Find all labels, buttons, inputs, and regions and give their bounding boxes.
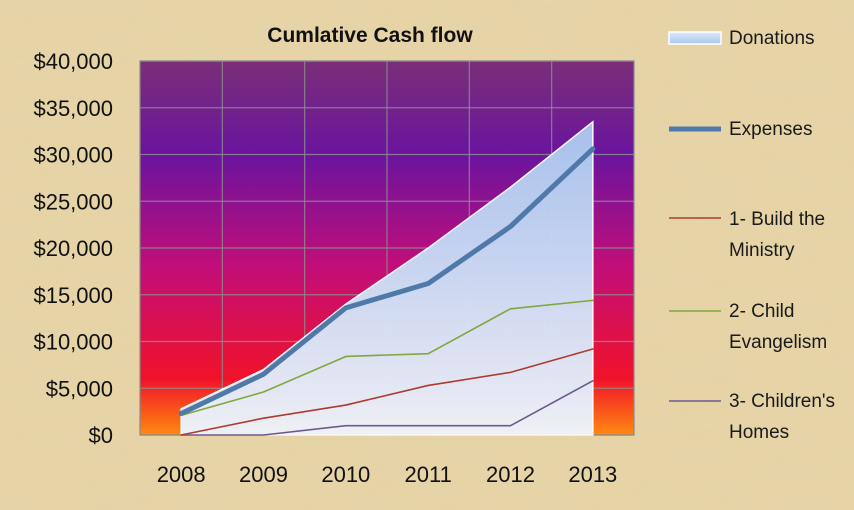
x-tick-label: 2013 [568,462,617,487]
y-tick-label: $35,000 [33,96,113,121]
series-line-1 [178,146,596,416]
x-tick-label: 2011 [405,462,452,487]
legend-label-expenses: Expenses [729,119,813,140]
y-tick-label: $30,000 [33,143,113,168]
legend-label-child-evangelism: 2- Child Evangelism [729,301,828,353]
y-tick-label: $5,000 [46,376,113,401]
series-line-4 [180,379,594,436]
series-lines [178,146,596,436]
x-tick-label: 2012 [486,462,535,487]
series-line-3 [180,299,594,417]
legend [668,31,722,402]
chart-title: Cumlative Cash flow [267,24,473,47]
x-tick-label: 2008 [157,462,206,487]
y-axis-labels: $0 $5,000 $10,000 $15,000 $20,000 $25,000 $30,… [33,49,113,448]
legend-label-childrens-homes: 3- Children's Homes [729,391,836,443]
series-line-2 [180,348,594,436]
x-axis-labels: 2008 2009 2010 2011 2012 2013 [157,462,618,487]
y-tick-label: $10,000 [33,330,113,355]
x-tick-label: 2009 [239,462,288,487]
legend-label-donations: Donations [729,28,815,49]
y-tick-label: $40,000 [33,49,113,74]
y-tick-label: $0 [89,423,113,448]
x-tick-label: 2010 [321,462,370,487]
legend-swatch-donations [668,31,722,45]
y-tick-label: $15,000 [33,283,113,308]
y-tick-label: $25,000 [33,189,113,214]
y-tick-label: $20,000 [33,236,113,261]
legend-label-build-ministry: 1- Build the Ministry [729,209,826,261]
